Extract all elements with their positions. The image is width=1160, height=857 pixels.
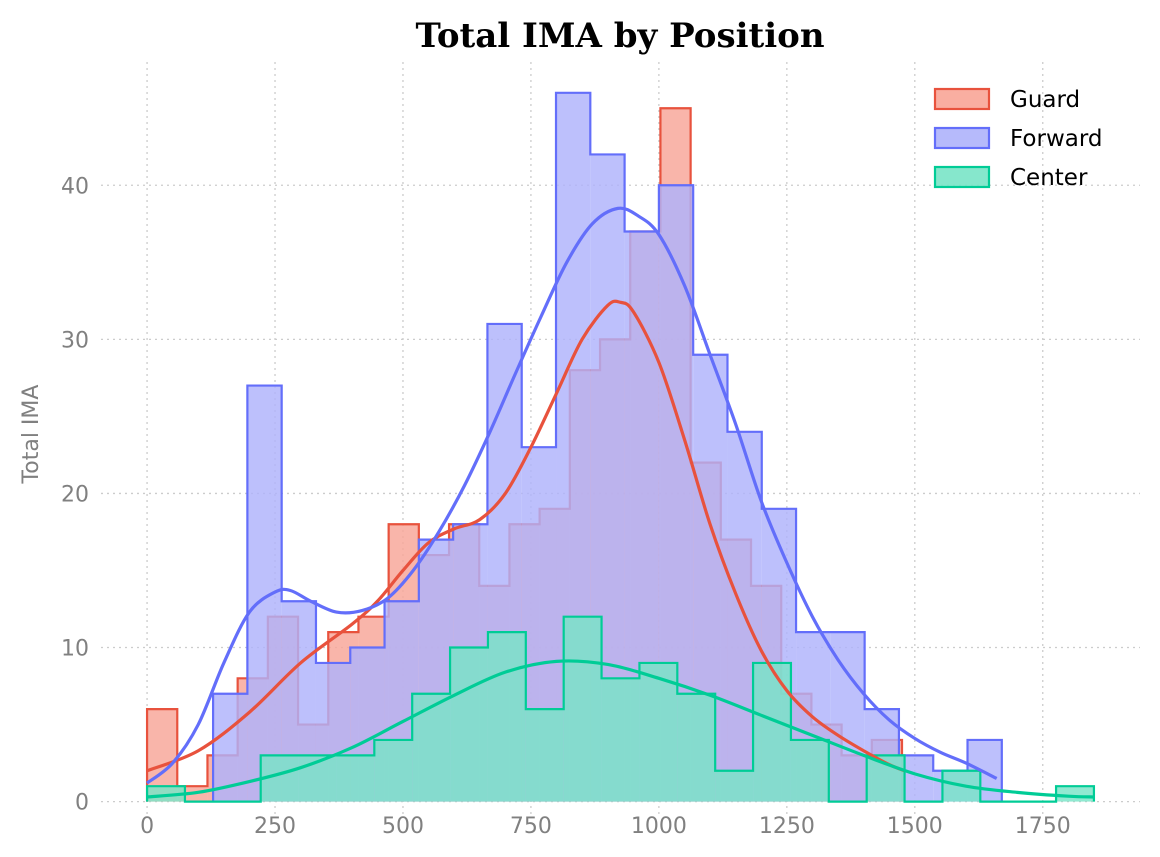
- center-bar: [601, 678, 640, 802]
- x-tick-label: 1500: [887, 814, 943, 839]
- y-tick-label: 40: [61, 174, 89, 199]
- legend-item-guard: Guard: [933, 87, 1080, 113]
- kde-curves: [146, 206, 1094, 799]
- forward-kde-line: [146, 206, 998, 785]
- center-bar: [1056, 786, 1094, 802]
- legend-label-center: Center: [1010, 165, 1088, 191]
- center-bar: [563, 616, 602, 802]
- histogram-bars: [145, 91, 1096, 803]
- chart-title: Total IMA by Position: [415, 16, 824, 56]
- y-axis-label: Total IMA: [19, 385, 44, 485]
- legend-item-forward: Forward: [933, 126, 1103, 152]
- x-tick-label: 1750: [1015, 814, 1071, 839]
- center-bar: [412, 693, 451, 802]
- x-tick-label: 750: [510, 814, 552, 839]
- x-tick-label: 1000: [631, 814, 687, 839]
- center-bar: [525, 709, 564, 802]
- legend-item-center: Center: [933, 165, 1088, 191]
- center-kde-line: [146, 659, 1094, 799]
- center-bar: [715, 770, 754, 802]
- forward-bar: [247, 385, 282, 802]
- y-tick-label: 30: [61, 328, 89, 353]
- center-bar: [753, 662, 791, 802]
- center-bar: [639, 662, 678, 802]
- center-bar: [677, 693, 716, 802]
- y-tick-label: 10: [61, 637, 89, 662]
- forward-bar: [830, 632, 865, 802]
- x-tick-label: 250: [254, 814, 296, 839]
- x-tick-label: 500: [382, 814, 424, 839]
- y-tick-label: 0: [75, 791, 89, 816]
- center-bar: [450, 647, 488, 802]
- legend-label-guard: Guard: [1010, 87, 1080, 113]
- center-bar: [790, 739, 829, 802]
- legend: Guard Forward Center: [933, 87, 1103, 191]
- x-tick-label: 0: [140, 814, 154, 839]
- center-bar: [374, 739, 413, 802]
- y-tick-label: 20: [61, 482, 89, 507]
- legend-swatch-forward: [933, 126, 991, 150]
- legend-label-forward: Forward: [1010, 126, 1103, 152]
- guard-kde-line: [146, 299, 906, 773]
- legend-swatch-guard: [933, 87, 991, 111]
- center-bar: [336, 755, 375, 802]
- legend-swatch-center: [933, 165, 991, 189]
- x-tick-label: 1250: [759, 814, 815, 839]
- center-bar: [487, 632, 526, 802]
- axis-ticks: 0 250 500 750 1000 1250 1500 1750 0 10 20 30 40: [61, 174, 1071, 839]
